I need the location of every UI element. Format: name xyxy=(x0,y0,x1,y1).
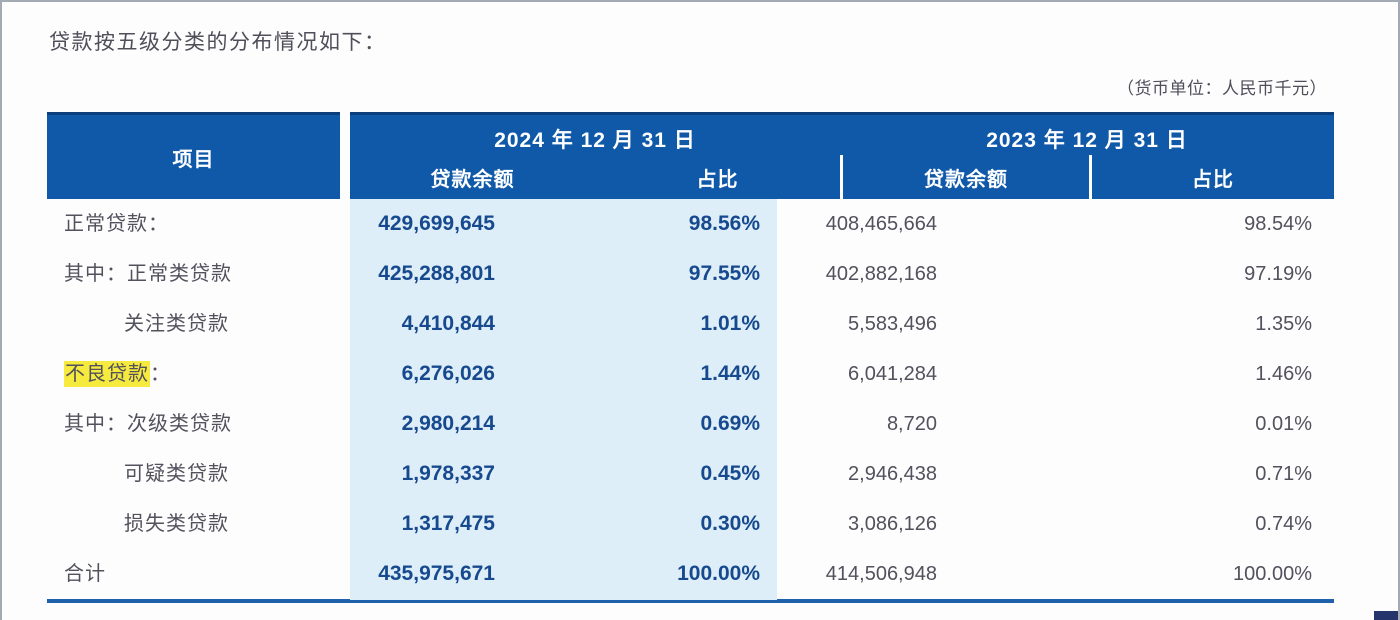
pct-2023-value: 0.71% xyxy=(1255,463,1312,485)
balance-2023-value: 8,720 xyxy=(886,413,937,435)
table-header: 项目 2024 年 12 月 31 日 2023 年 12 月 31 日 贷款余… xyxy=(47,112,1334,199)
row-prefix: 其中： xyxy=(64,413,127,435)
pct-2023-value: 100.00% xyxy=(1233,563,1312,585)
row-label: 可疑类贷款 xyxy=(124,463,229,485)
pct-2024-value: 1.01% xyxy=(700,312,760,335)
current-period-highlight-band xyxy=(350,199,777,600)
balance-2023-value: 402,882,168 xyxy=(825,263,937,285)
balance-2023-value: 2,946,438 xyxy=(848,463,937,485)
pct-2023-value: 0.74% xyxy=(1255,513,1312,535)
row-label: 合计 xyxy=(64,563,106,585)
item-cell: 可疑类贷款 xyxy=(47,449,229,499)
row-prefix: 其中： xyxy=(64,263,127,285)
pct-2024-value: 0.69% xyxy=(700,412,760,435)
row-suffix: ： xyxy=(150,363,171,385)
pct-2023-column-header: 占比 xyxy=(1089,155,1334,199)
balance-2024-value: 425,288,801 xyxy=(378,262,495,285)
subcolumn-header-row: 贷款余额 占比 贷款余额 占比 xyxy=(350,155,1334,199)
item-cell: 关注类贷款 xyxy=(47,299,229,349)
item-cell: 损失类贷款 xyxy=(47,499,229,549)
row-label: 不良贷款 xyxy=(64,361,150,387)
period-header-block: 2024 年 12 月 31 日 2023 年 12 月 31 日 贷款余额 占… xyxy=(350,112,1334,199)
balance-2024-column-header: 贷款余额 xyxy=(430,168,515,191)
table-row: 其中：正常类贷款 425,288,801 97.55% 402,882,168 … xyxy=(47,249,1334,299)
row-suffix: ： xyxy=(148,213,169,235)
currency-unit-note: （货币单位：人民币千元） xyxy=(1117,79,1327,98)
pct-2024-value: 97.55% xyxy=(688,262,760,285)
pct-2023-value: 1.46% xyxy=(1255,363,1312,385)
item-cell: 其中：正常类贷款 xyxy=(47,249,232,299)
table-row: 关注类贷款 4,410,844 1.01% 5,583,496 1.35% xyxy=(47,299,1334,349)
header-gap xyxy=(340,112,350,199)
item-cell: 合计 xyxy=(47,549,106,599)
pct-2024-value: 0.30% xyxy=(700,512,760,535)
page-title: 贷款按五级分类的分布情况如下： xyxy=(49,31,387,54)
row-label: 次级类贷款 xyxy=(127,413,232,435)
table-row: 损失类贷款 1,317,475 0.30% 3,086,126 0.74% xyxy=(47,499,1334,549)
row-label: 正常类贷款 xyxy=(127,263,232,285)
item-cell: 不良贷款： xyxy=(47,349,171,399)
table-row: 不良贷款： 6,276,026 1.44% 6,041,284 1.46% xyxy=(47,349,1334,399)
period-2023-header: 2023 年 12 月 31 日 xyxy=(986,129,1188,152)
item-cell: 正常贷款： xyxy=(47,199,169,249)
balance-2023-value: 6,041,284 xyxy=(848,363,937,385)
pct-2024-column-header: 占比 xyxy=(696,168,739,191)
pct-2023-value: 98.54% xyxy=(1244,213,1312,235)
balance-2024-value: 6,276,026 xyxy=(401,362,495,385)
pct-2024-value: 0.45% xyxy=(700,462,760,485)
balance-2024-value: 1,317,475 xyxy=(401,512,495,535)
balance-2023-value: 3,086,126 xyxy=(848,513,937,535)
balance-2023-column-header: 贷款余额 xyxy=(840,155,1089,199)
period-2024-header: 2024 年 12 月 31 日 xyxy=(494,129,696,152)
balance-2024-value: 1,978,337 xyxy=(401,462,495,485)
table-bottom-border xyxy=(47,599,1334,603)
period-year-row: 2024 年 12 月 31 日 2023 年 12 月 31 日 xyxy=(350,115,1334,155)
pct-2023-value: 0.01% xyxy=(1255,413,1312,435)
balance-2023-value: 408,465,664 xyxy=(825,213,937,235)
pct-2023-value: 1.35% xyxy=(1255,313,1312,335)
table-row: 其中：次级类贷款 2,980,214 0.69% 8,720 0.01% xyxy=(47,399,1334,449)
table-row: 合计 435,975,671 100.00% 414,506,948 100.0… xyxy=(47,549,1334,599)
table-row: 正常贷款： 429,699,645 98.56% 408,465,664 98.… xyxy=(47,199,1334,249)
pct-2024-value: 98.56% xyxy=(688,212,760,235)
balance-2024-value: 435,975,671 xyxy=(378,562,495,585)
row-label: 正常贷款 xyxy=(64,213,148,235)
row-label: 损失类贷款 xyxy=(124,513,229,535)
table-row: 可疑类贷款 1,978,337 0.45% 2,946,438 0.71% xyxy=(47,449,1334,499)
pct-2023-value: 97.19% xyxy=(1244,263,1312,285)
table-body: 正常贷款： 429,699,645 98.56% 408,465,664 98.… xyxy=(47,199,1334,599)
balance-2024-value: 2,980,214 xyxy=(401,412,495,435)
balance-2024-value: 429,699,645 xyxy=(378,212,495,235)
pct-2024-value: 1.44% xyxy=(700,362,760,385)
item-column-header: 项目 xyxy=(47,112,340,199)
loan-classification-table: 项目 2024 年 12 月 31 日 2023 年 12 月 31 日 贷款余… xyxy=(47,112,1334,603)
balance-2023-value: 414,506,948 xyxy=(825,563,937,585)
row-label: 关注类贷款 xyxy=(124,313,229,335)
balance-2024-value: 4,410,844 xyxy=(401,312,495,335)
corner-notch xyxy=(1374,611,1398,620)
pct-2024-value: 100.00% xyxy=(677,562,760,585)
balance-2023-value: 5,583,496 xyxy=(848,313,937,335)
item-cell: 其中：次级类贷款 xyxy=(47,399,232,449)
